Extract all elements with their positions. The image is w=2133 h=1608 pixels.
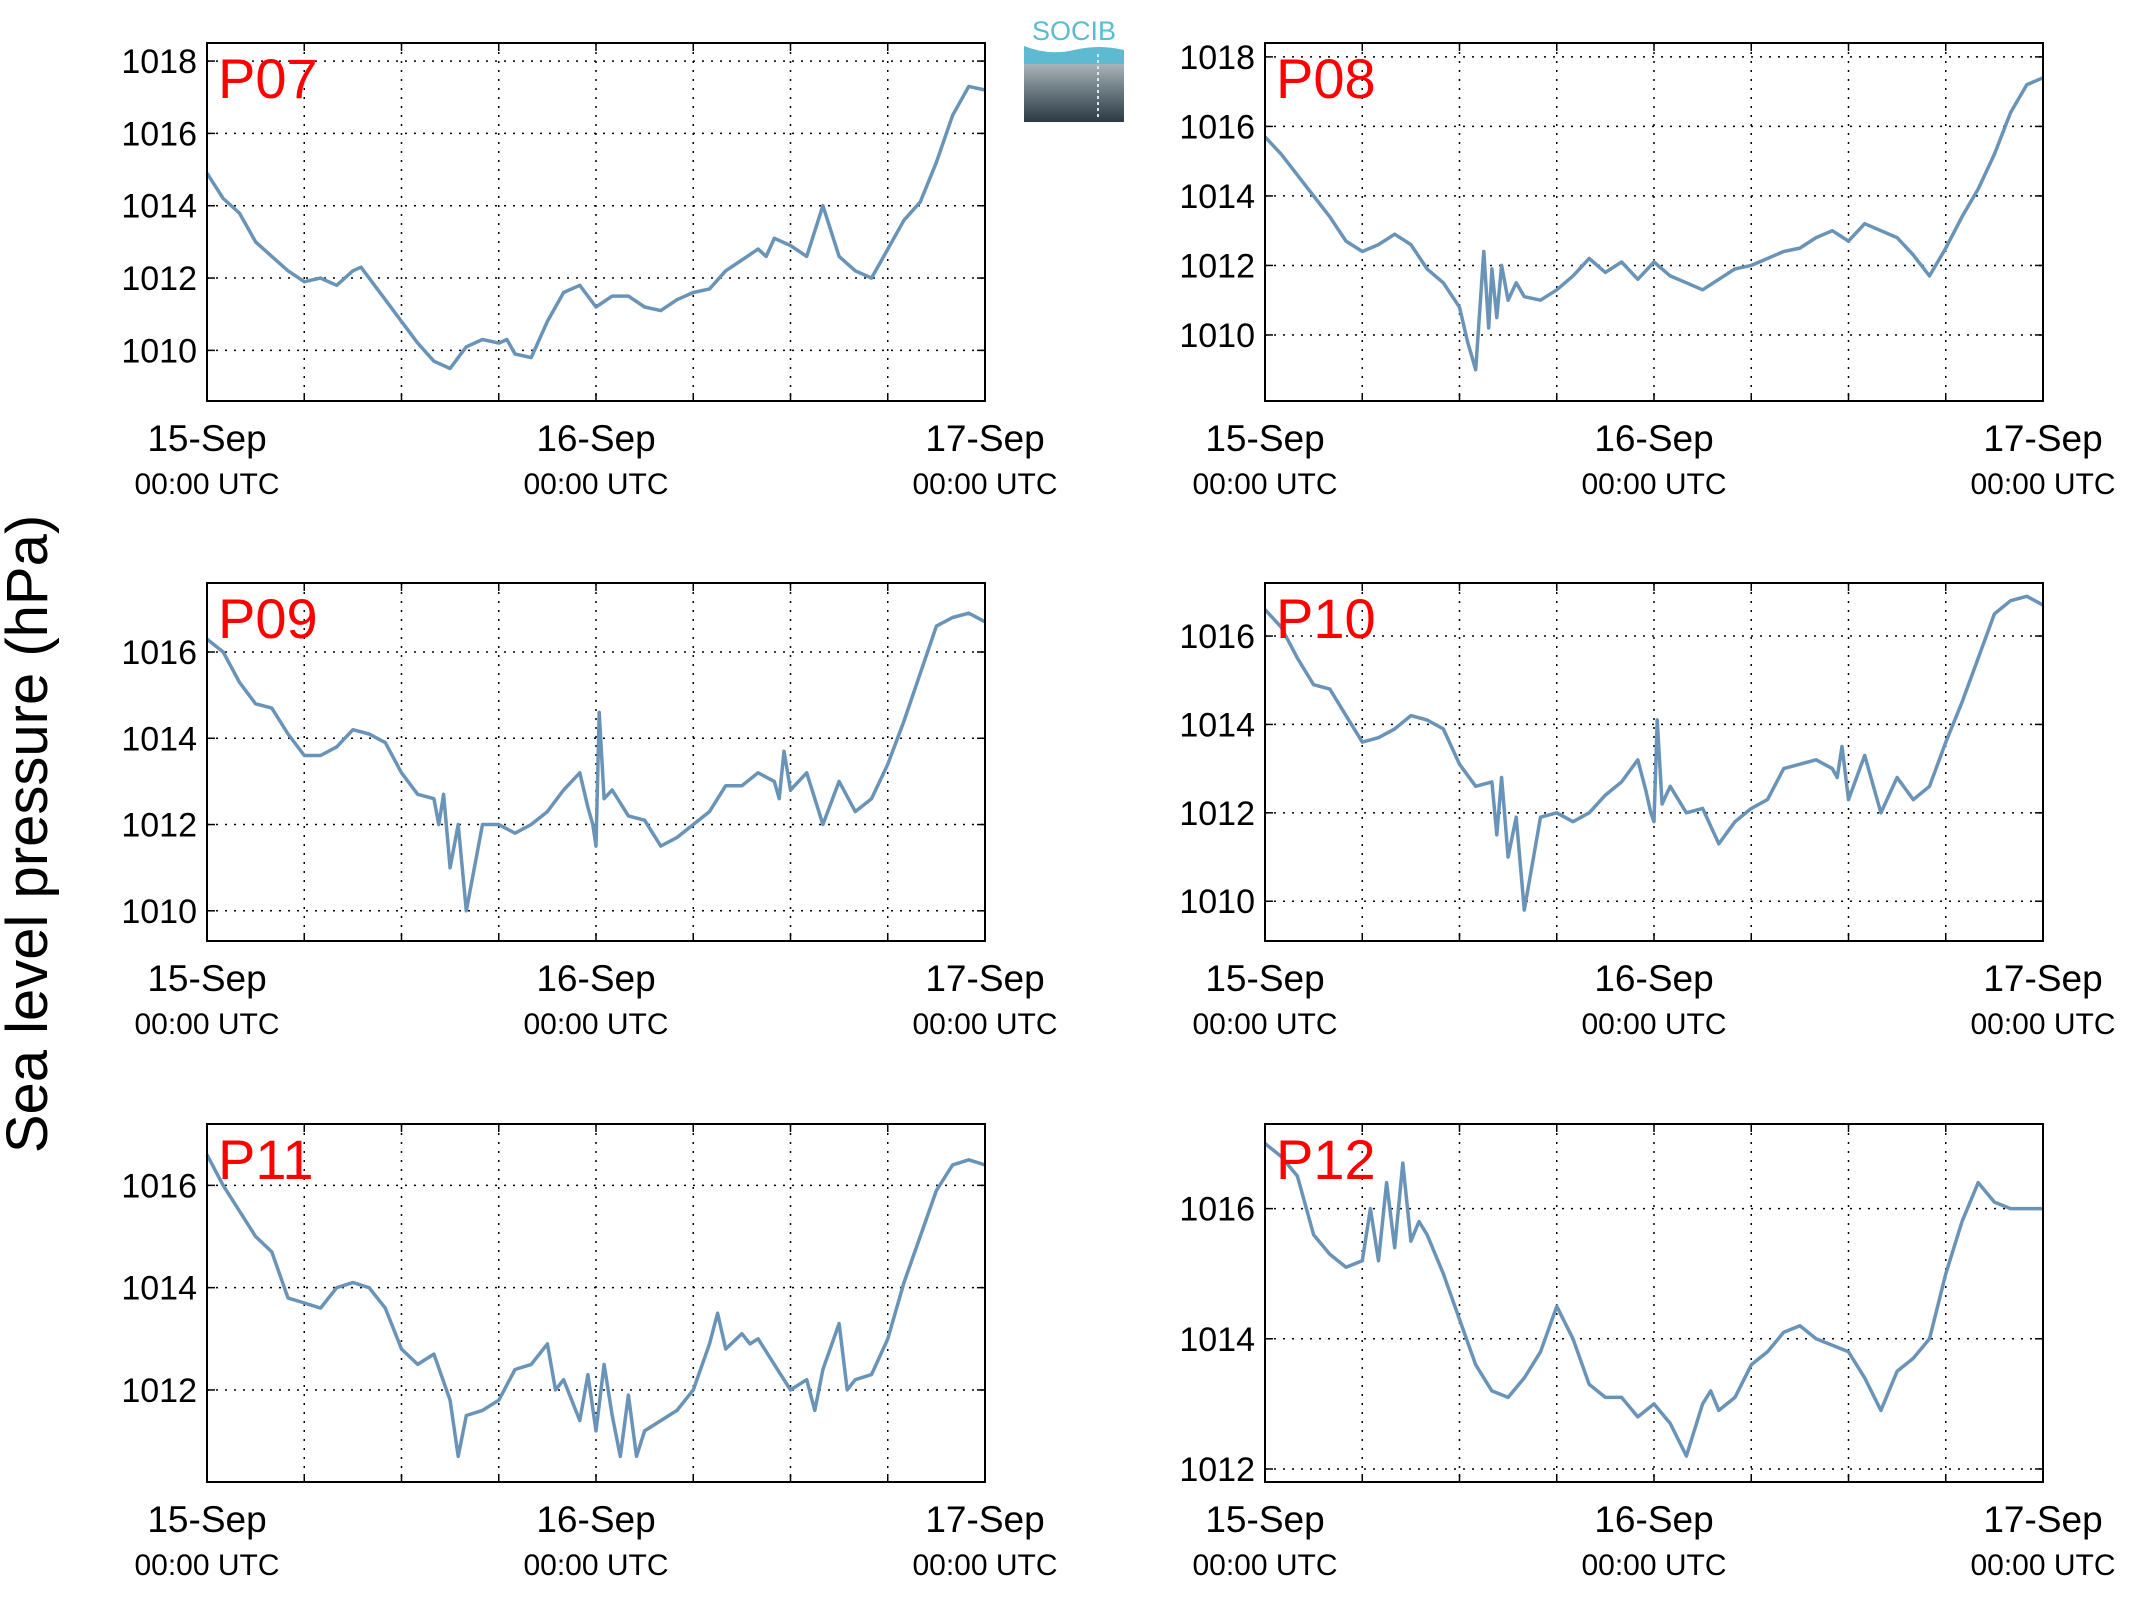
- x-tick-label-date: 17-Sep: [1983, 1499, 2102, 1540]
- y-tick-label: 1016: [1179, 618, 1255, 656]
- pressure-series-line: [205, 611, 986, 913]
- x-tick-label-date: 17-Sep: [1983, 418, 2102, 459]
- y-tick-label: 1010: [121, 332, 197, 370]
- pressure-series-line: [205, 84, 986, 371]
- x-tick-label-time: 00:00 UTC: [1970, 468, 2115, 501]
- y-tick-label: 1010: [121, 893, 197, 931]
- y-tick-label: 1012: [121, 260, 197, 298]
- x-tick-label-time: 00:00 UTC: [912, 1549, 1057, 1582]
- x-tick-label-time: 00:00 UTC: [1581, 468, 1726, 501]
- y-tick-label: 1018: [1179, 39, 1255, 77]
- y-tick-label: 1016: [121, 1167, 197, 1205]
- socib-logo: SOCIB: [1024, 16, 1124, 122]
- x-tick-label-date: 17-Sep: [925, 958, 1044, 999]
- y-tick-label: 1010: [1179, 317, 1255, 355]
- panel-p12: 1012 1014 1016 15-Sep 00:00 UTC 16-Sep 00:00 U…: [1179, 1123, 2116, 1582]
- panel-label: P12: [1276, 1128, 1376, 1191]
- y-tick-label: 1014: [121, 188, 197, 226]
- pressure-series-line: [1263, 1142, 2043, 1458]
- axes-frame: [206, 42, 986, 402]
- panel-label: P09: [218, 587, 318, 650]
- x-tick-label-time: 00:00 UTC: [523, 1008, 668, 1041]
- pressure-series-line: [1263, 76, 2044, 372]
- logo-text: SOCIB: [1032, 16, 1116, 46]
- x-tick-label-time: 00:00 UTC: [134, 1549, 279, 1582]
- x-tick-label-time: 00:00 UTC: [1192, 1008, 1337, 1041]
- x-tick-label-time: 00:00 UTC: [1192, 1549, 1337, 1582]
- y-tick-label: 1016: [121, 115, 197, 153]
- panel-label: P11: [218, 1128, 313, 1191]
- pressure-series-line: [1263, 594, 2044, 912]
- x-tick-label-time: 00:00 UTC: [523, 1549, 668, 1582]
- y-tick-label: 1018: [121, 43, 197, 81]
- y-tick-label: 1016: [121, 634, 197, 672]
- panel-label: P07: [218, 47, 318, 110]
- x-tick-label-time: 00:00 UTC: [134, 468, 279, 501]
- x-tick-label-date: 16-Sep: [536, 418, 655, 459]
- x-tick-label-time: 00:00 UTC: [1970, 1549, 2115, 1582]
- x-tick-label-time: 00:00 UTC: [1970, 1008, 2115, 1041]
- y-tick-label: 1012: [1179, 795, 1255, 833]
- panel-p09: 1010 1012 1014 1016 15-Sep 00:00 UTC 16-Sep 00:…: [121, 582, 1058, 1041]
- y-tick-label: 1014: [1179, 706, 1255, 744]
- x-tick-label-date: 16-Sep: [536, 1499, 655, 1540]
- y-tick-label: 1012: [1179, 1451, 1255, 1489]
- panel-p11: 1012 1014 1016 15-Sep 00:00 UTC 16-Sep 00:00 U…: [121, 1123, 1058, 1582]
- x-tick-label-time: 00:00 UTC: [134, 1008, 279, 1041]
- x-tick-label-date: 15-Sep: [147, 1499, 266, 1540]
- x-tick-label-time: 00:00 UTC: [912, 468, 1057, 501]
- x-tick-label-date: 17-Sep: [925, 1499, 1044, 1540]
- x-tick-label-date: 16-Sep: [1594, 418, 1713, 459]
- x-tick-label-date: 15-Sep: [1205, 418, 1324, 459]
- panel-p07: 1010 1012 1014 1016 1018 15-Sep 00:00 UTC 16-Se…: [121, 42, 1058, 501]
- x-tick-label-date: 15-Sep: [1205, 1499, 1324, 1540]
- x-tick-label-time: 00:00 UTC: [523, 468, 668, 501]
- y-tick-label: 1014: [1179, 1321, 1255, 1359]
- y-tick-label: 1012: [1179, 247, 1255, 285]
- y-tick-label: 1012: [121, 807, 197, 845]
- x-tick-label-date: 16-Sep: [1594, 1499, 1713, 1540]
- panel-label: P10: [1276, 587, 1376, 650]
- panel-label: P08: [1276, 47, 1376, 110]
- x-tick-label-date: 17-Sep: [1983, 958, 2102, 999]
- axes-frame: [206, 1123, 986, 1483]
- x-tick-label-time: 00:00 UTC: [912, 1008, 1057, 1041]
- x-tick-label-time: 00:00 UTC: [1581, 1549, 1726, 1582]
- y-tick-label: 1014: [121, 1270, 197, 1308]
- y-tick-label: 1016: [1179, 1191, 1255, 1229]
- y-axis-title: Sea level pressure (hPa): [0, 514, 60, 1154]
- y-tick-label: 1016: [1179, 108, 1255, 146]
- axes-frame: [206, 582, 986, 942]
- x-tick-label-date: 17-Sep: [925, 418, 1044, 459]
- x-tick-label-date: 15-Sep: [147, 958, 266, 999]
- axes-frame: [1264, 582, 2044, 942]
- x-tick-label-date: 15-Sep: [147, 418, 266, 459]
- x-tick-label-time: 00:00 UTC: [1192, 468, 1337, 501]
- y-tick-label: 1012: [121, 1372, 197, 1410]
- pressure-series-line: [205, 1153, 986, 1459]
- y-tick-label: 1010: [1179, 883, 1255, 921]
- x-tick-label-date: 16-Sep: [536, 958, 655, 999]
- panel-p10: 1010 1012 1014 1016 15-Sep 00:00 UTC 16-Sep 00:…: [1179, 582, 2116, 1041]
- axes-frame: [1264, 1123, 2044, 1483]
- axes-frame: [1264, 42, 2044, 402]
- panel-p08: 1010 1012 1014 1016 1018 15-Sep 00:00 UTC 16-Se…: [1179, 39, 2115, 501]
- x-tick-label-date: 16-Sep: [1594, 958, 1713, 999]
- y-tick-label: 1014: [121, 720, 197, 758]
- y-tick-label: 1014: [1179, 178, 1255, 216]
- x-tick-label-time: 00:00 UTC: [1581, 1008, 1726, 1041]
- x-tick-label-date: 15-Sep: [1205, 958, 1324, 999]
